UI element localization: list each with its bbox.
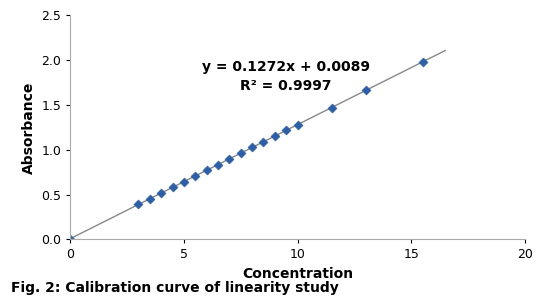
Point <box>270 134 279 138</box>
Point <box>248 145 256 150</box>
Point <box>236 151 245 156</box>
Point <box>293 122 302 127</box>
Point <box>157 191 166 196</box>
Point <box>180 179 188 184</box>
Text: Fig. 2: Calibration curve of linearity study: Fig. 2: Calibration curve of linearity s… <box>11 281 339 295</box>
Point <box>418 60 427 64</box>
Point <box>191 173 200 178</box>
X-axis label: Concentration: Concentration <box>242 267 353 281</box>
Point <box>168 185 177 190</box>
Point <box>134 202 143 207</box>
Point <box>214 162 222 167</box>
Text: y = 0.1272x + 0.0089
R² = 0.9997: y = 0.1272x + 0.0089 R² = 0.9997 <box>202 60 370 93</box>
Y-axis label: Absorbance: Absorbance <box>22 81 36 173</box>
Point <box>361 88 370 93</box>
Point <box>146 196 154 201</box>
Point <box>66 236 75 241</box>
Point <box>259 139 268 144</box>
Point <box>327 105 336 110</box>
Point <box>282 128 291 133</box>
Point <box>202 168 211 173</box>
Point <box>225 156 234 161</box>
